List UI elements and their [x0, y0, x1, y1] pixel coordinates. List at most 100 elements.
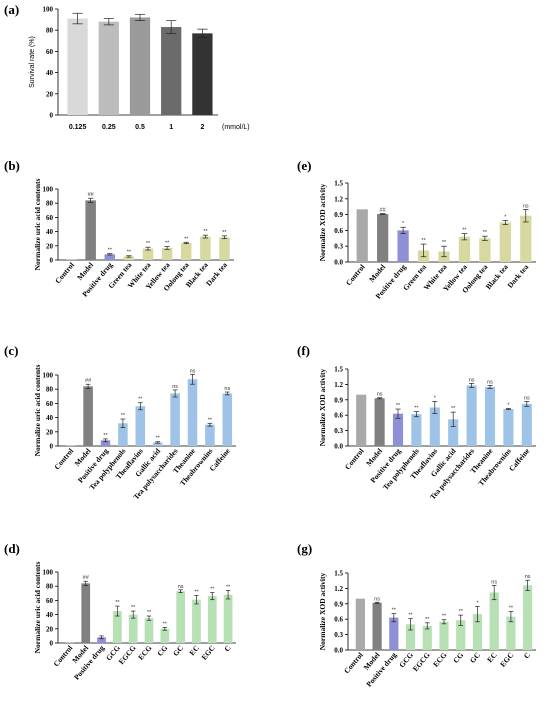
- bar: [506, 616, 516, 650]
- significance-mark: ns: [487, 379, 493, 385]
- x-tick-label: Control: [344, 263, 367, 288]
- significance-mark: **: [115, 600, 120, 606]
- y-tick-label: 0: [50, 257, 54, 265]
- significance-mark: **: [163, 621, 168, 627]
- bar: [520, 215, 532, 262]
- y-tick-label: 0.0: [334, 259, 343, 267]
- significance-mark: **: [208, 417, 213, 423]
- y-tick-label: 40: [46, 228, 54, 236]
- x-tick-label: Dark tea: [505, 262, 530, 290]
- y-tick-label: 60: [46, 597, 54, 605]
- bar: [405, 624, 416, 650]
- significance-mark: **: [396, 403, 401, 409]
- y-axis-label: Normalize uric acid contents: [33, 561, 42, 653]
- significance-mark: ##: [85, 378, 92, 384]
- significance-mark: *: [507, 403, 510, 409]
- y-tick-label: 80: [46, 200, 54, 208]
- y-tick-label: 100: [43, 569, 54, 577]
- significance-mark: **: [425, 617, 430, 623]
- y-tick-label: 0: [50, 640, 54, 648]
- y-tick-label: 60: [46, 400, 54, 408]
- bar: [355, 598, 365, 650]
- bar: [356, 209, 368, 262]
- significance-mark: **: [156, 436, 161, 442]
- significance-mark: *: [476, 600, 479, 606]
- x-tick-label: 2: [200, 124, 204, 131]
- bar: [187, 379, 198, 446]
- chart-panel-1: (a) 0 20 40 60 80 100 Survival rate (%) 0.125 0.2…: [4, 2, 250, 131]
- y-tick-label: 0.0: [334, 647, 343, 655]
- bar: [113, 611, 122, 643]
- bar: [499, 222, 511, 262]
- y-tick-label: 40: [46, 611, 54, 619]
- bar: [100, 440, 111, 446]
- bar: [192, 33, 213, 115]
- y-axis-label: Normalize XOD activity: [318, 369, 327, 447]
- bar: [479, 238, 491, 262]
- x-tick-label: Black tea: [484, 262, 510, 291]
- x-axis-unit-label: (mmol/L): [222, 124, 250, 131]
- bar: [128, 614, 138, 643]
- y-tick-label: 100: [43, 186, 54, 194]
- x-tick-label: Control: [52, 447, 75, 472]
- significance-mark: ##: [83, 575, 90, 581]
- y-tick-label: 0.0: [334, 443, 343, 451]
- x-tick-label: Dark tea: [204, 260, 229, 288]
- significance-mark: **: [222, 230, 227, 236]
- significance-mark: **: [483, 230, 488, 236]
- panel-label: (f): [297, 343, 310, 358]
- y-tick-label: 100: [43, 372, 54, 380]
- bar: [97, 637, 106, 643]
- y-tick-label: 0.6: [334, 227, 343, 235]
- y-tick-label: 40: [46, 414, 54, 422]
- bar: [144, 618, 154, 643]
- y-axis-label: Survival rate (%): [29, 36, 36, 88]
- bar: [123, 256, 135, 260]
- panel-label: (c): [4, 343, 18, 358]
- x-tick-label: CG: [451, 650, 465, 665]
- significance-mark: **: [138, 397, 143, 403]
- chart-panel-7: (g) 0.0 0.3 0.6 0.9 1.2 1.5 Normalize XOD activ…: [297, 541, 536, 689]
- bar: [219, 237, 230, 260]
- significance-mark: **: [462, 228, 467, 234]
- bar: [67, 18, 88, 115]
- y-tick-label: 0: [50, 112, 54, 120]
- x-tick-label: EGCG: [411, 650, 432, 673]
- bar: [356, 394, 367, 446]
- bar: [503, 409, 514, 446]
- significance-mark: **: [459, 609, 464, 615]
- significance-mark: **: [408, 613, 413, 619]
- bar: [65, 445, 76, 446]
- x-tick-label: ECG: [136, 643, 153, 661]
- significance-mark: ns: [524, 395, 530, 401]
- significance-mark: **: [184, 236, 189, 242]
- bar: [429, 407, 440, 446]
- y-tick-label: 1.5: [334, 570, 343, 578]
- x-tick-label: 0.25: [102, 124, 116, 131]
- x-tick-label: EGC: [498, 651, 515, 669]
- significance-mark: **: [509, 606, 514, 612]
- bar: [135, 406, 146, 446]
- x-tick-label: GC: [468, 651, 482, 665]
- y-tick-label: 60: [46, 214, 54, 222]
- significance-mark: **: [226, 584, 231, 590]
- bar: [372, 602, 382, 650]
- significance-mark: **: [121, 413, 126, 419]
- bar: [142, 248, 154, 260]
- x-tick-label: EGC: [199, 644, 216, 662]
- significance-mark: **: [147, 610, 152, 616]
- y-tick-label: 0.3: [334, 243, 343, 251]
- y-tick-label: 20: [46, 242, 54, 250]
- bar: [104, 254, 116, 260]
- x-tick-label: 0.5: [135, 124, 145, 131]
- significance-mark: ns: [469, 377, 475, 383]
- significance-mark: ns: [190, 368, 196, 374]
- significance-mark: **: [131, 605, 136, 611]
- y-tick-label: 20: [46, 428, 54, 436]
- x-tick-label: Caffeine: [507, 446, 532, 473]
- bar: [422, 625, 432, 650]
- significance-mark: ns: [178, 584, 184, 590]
- bar: [456, 620, 466, 650]
